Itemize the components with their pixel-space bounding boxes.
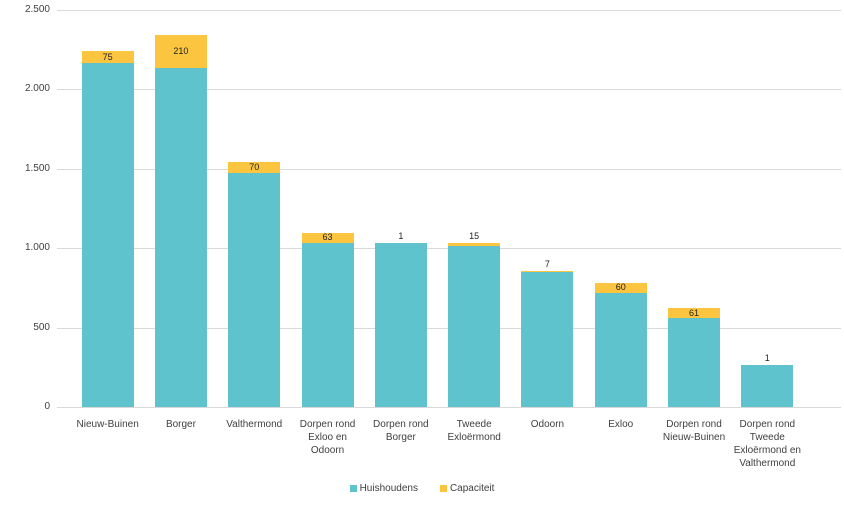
stacked-bar [154, 34, 207, 407]
x-axis-label: Dorpen rond Exloo en Odoorn [299, 419, 356, 456]
bar-value-label: 61 [689, 307, 700, 318]
y-axis-tick-label: 2.000 [24, 83, 50, 95]
stacked-bar [374, 243, 427, 407]
bar-segment-huishoudens[interactable] [301, 242, 354, 407]
bar-segment-huishoudens[interactable] [228, 172, 281, 407]
gridline [57, 10, 841, 11]
legend-swatch-huishoudens-icon [349, 485, 357, 492]
bar-value-label: 63 [322, 232, 333, 243]
bar-slot: 70 [218, 10, 291, 407]
bar-slot: 60 [584, 10, 657, 407]
legend-label-huishoudens: Huishoudens [359, 483, 418, 494]
bar-slot: 1 [364, 10, 437, 407]
y-axis-tick-label: 1.500 [24, 162, 50, 174]
x-axis-label: Dorpen rond Nieuw-Buinen [662, 419, 726, 443]
bar-value-label: 210 [173, 45, 189, 56]
bar-segment-capaciteit[interactable] [81, 51, 134, 64]
stacked-bar [81, 51, 134, 407]
bar-segment-capaciteit[interactable] [594, 283, 647, 293]
gridline [57, 407, 841, 408]
gridline [57, 89, 841, 91]
bar-slot: 75 [71, 10, 144, 407]
bar-slot: 1 [731, 10, 804, 407]
x-axis-label: Dorpen rond Borger [373, 419, 429, 443]
bar-segment-huishoudens[interactable] [154, 67, 207, 407]
bar-segment-capaciteit[interactable] [301, 232, 354, 243]
bar-slot: 15 [437, 10, 510, 407]
y-axis-tick-label: 500 [33, 321, 50, 333]
y-axis-tick-labels: 2.500 2.000 1.500 1.000 500 0 [0, 4, 50, 412]
y-axis-tick-label: 2.500 [24, 4, 50, 15]
legend-item-huishoudens[interactable]: Huishoudens [349, 483, 418, 494]
x-axis-label: Nieuw-Buinen [76, 419, 139, 430]
bar-segment-capaciteit[interactable] [154, 34, 207, 68]
bar-value-label: 1 [398, 231, 404, 242]
gridline [57, 168, 841, 170]
bar-value-label: 60 [615, 282, 626, 293]
bar-slot: 7 [511, 10, 584, 407]
stacked-bar [228, 161, 281, 407]
stacked-bar [741, 364, 794, 407]
bar-value-label: 7 [544, 258, 550, 269]
bar-segment-huishoudens[interactable] [448, 245, 501, 407]
bar-segment-huishoudens[interactable] [741, 364, 794, 407]
stacked-bar [668, 308, 721, 407]
stacked-bar [301, 232, 354, 407]
bar-value-label: 1 [764, 352, 770, 363]
x-axis-label: Valthermond [226, 419, 283, 430]
bar-segment-capaciteit[interactable] [228, 161, 281, 173]
bar-slot: 63 [291, 10, 364, 407]
bar-slot: 210 [144, 10, 217, 407]
bar-value-label: 75 [102, 51, 113, 62]
x-axis-label: Dorpen rond Tweede Exloërmond en Valther… [733, 419, 801, 469]
x-axis-label: Borger [165, 419, 196, 430]
bar-value-label: 70 [249, 161, 260, 172]
bar-value-label: 15 [469, 231, 480, 242]
x-axis-label: Odoorn [530, 419, 565, 430]
legend-swatch-capaciteit-icon [439, 485, 447, 492]
bar-segment-huishoudens[interactable] [81, 63, 134, 407]
y-axis-tick-label: 0 [44, 401, 50, 412]
legend-item-capaciteit[interactable]: Capaciteit [439, 483, 495, 494]
plot-bars: 75 210 70 63 1 15 7 60 61 1 [71, 10, 804, 407]
x-axis-label: Tweede Exloërmond [447, 419, 501, 443]
legend: Huishoudens Capaciteit [0, 483, 844, 494]
bar-segment-capaciteit[interactable] [448, 243, 501, 246]
stacked-bar [594, 283, 647, 407]
x-axis-labels: Nieuw-Buinen Borger Valthermond Dorpen rond… [71, 418, 804, 470]
bar-segment-capaciteit[interactable] [521, 270, 574, 273]
bar-segment-huishoudens[interactable] [594, 292, 647, 407]
y-axis-tick-label: 1.000 [24, 242, 50, 254]
bar-segment-huishoudens[interactable] [521, 272, 574, 407]
bar-segment-huishoudens[interactable] [374, 243, 427, 407]
stacked-bar [448, 243, 501, 407]
stacked-bar [521, 270, 574, 407]
bar-segment-huishoudens[interactable] [668, 318, 721, 407]
bar-segment-capaciteit[interactable] [668, 308, 721, 319]
x-axis-label: Exloo [608, 419, 634, 430]
bar-slot: 61 [657, 10, 730, 407]
legend-label-capaciteit: Capaciteit [449, 483, 495, 494]
